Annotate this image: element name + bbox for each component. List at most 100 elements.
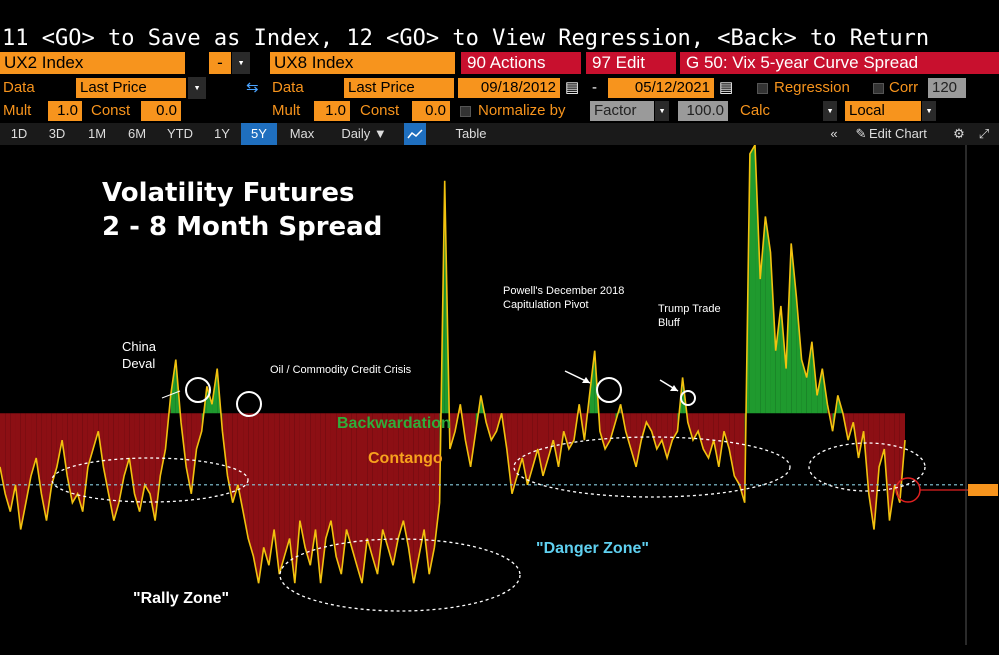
data-field-1[interactable]: Last Price <box>76 78 186 98</box>
area-segment <box>160 413 166 476</box>
area-segment <box>134 413 140 512</box>
period-max[interactable]: Max <box>289 126 315 141</box>
period-5y[interactable]: 5Y <box>241 123 277 145</box>
command-line[interactable]: 11 <GO> to Save as Index, 12 <GO> to Vie… <box>0 0 999 52</box>
area-segment <box>36 413 42 494</box>
security2-field[interactable]: UX8 Index <box>270 52 455 74</box>
corr-value[interactable]: 120 <box>928 78 966 98</box>
area-segment <box>232 413 238 503</box>
spread-chart: Volatility Futures 2 - 8 Month Spread Ch… <box>0 145 999 655</box>
label-danger-zone: "Danger Zone" <box>536 540 649 557</box>
area-segment <box>320 413 326 584</box>
corr-checkbox[interactable] <box>873 83 884 94</box>
calendar-icon-1[interactable]: ▤ <box>565 79 580 96</box>
spread-series-line <box>0 145 906 584</box>
ellipse-2021 <box>808 442 926 492</box>
area-segment <box>336 413 342 575</box>
calendar-icon-2[interactable]: ▤ <box>719 79 734 96</box>
data-field-2[interactable]: Last Price <box>344 78 454 98</box>
area-segment <box>801 359 807 414</box>
end-date-field[interactable]: 05/12/2021 <box>608 78 714 98</box>
settings-icon[interactable]: ⚙ <box>953 126 965 141</box>
area-segment <box>755 145 761 414</box>
normalize-label: Normalize by <box>478 102 566 119</box>
regression-checkbox[interactable] <box>757 83 768 94</box>
area-segment <box>305 413 311 566</box>
actions-menu[interactable]: 90 Actions <box>461 52 581 74</box>
data-dropdown-icon-1[interactable]: ▾ <box>188 77 206 99</box>
const-field-2[interactable]: 0.0 <box>412 101 450 121</box>
area-segment <box>87 413 94 467</box>
swap-icon[interactable]: ⇆ <box>246 79 259 96</box>
edit-chart-button[interactable]: Edit Chart <box>869 126 927 141</box>
normalize-checkbox[interactable] <box>460 106 471 117</box>
area-segment <box>41 413 47 521</box>
area-segment <box>284 413 290 557</box>
area-segment <box>765 216 771 414</box>
arrow-china <box>161 390 181 399</box>
area-segment <box>144 413 150 494</box>
area-segment <box>553 413 559 467</box>
circle-powell-peak <box>596 377 622 403</box>
const-field-1[interactable]: 0.0 <box>141 101 181 121</box>
period-3d[interactable]: 3D <box>48 126 66 141</box>
area-segment <box>465 413 471 467</box>
area-segment <box>511 413 518 494</box>
line-chart-icon[interactable] <box>404 123 426 147</box>
period-1m[interactable]: 1M <box>87 126 107 141</box>
fullscreen-icon[interactable]: ⤢ <box>978 126 990 141</box>
factor-value[interactable]: 100.0 <box>678 101 728 121</box>
collapse-icon[interactable]: « <box>830 126 838 141</box>
normalize-dropdown-icon[interactable]: ▾ <box>655 101 669 121</box>
area-segment <box>646 413 652 432</box>
const-label-2: Const <box>360 102 400 119</box>
area-segment <box>672 413 678 441</box>
normalize-method[interactable]: Factor <box>590 101 654 121</box>
area-segment <box>325 413 331 539</box>
period-6m[interactable]: 6M <box>127 126 147 141</box>
area-segment <box>108 413 114 521</box>
period-1y[interactable]: 1Y <box>214 126 230 141</box>
chart-subtitle: 2 - 8 Month Spread <box>102 212 382 242</box>
mult-field-1[interactable]: 1.0 <box>48 101 82 121</box>
area-segment <box>894 413 900 503</box>
area-segment <box>879 413 885 467</box>
local-dropdown-icon[interactable]: ▾ <box>922 101 936 121</box>
area-segment <box>139 413 145 512</box>
start-date-field[interactable]: 09/18/2012 <box>458 78 560 98</box>
mult-field-2[interactable]: 1.0 <box>314 101 350 121</box>
area-segment <box>0 413 6 494</box>
minus-operator[interactable]: - <box>209 52 231 74</box>
area-segment <box>5 413 11 512</box>
area-segment <box>413 413 419 584</box>
security1-field[interactable]: UX2 Index <box>0 52 185 74</box>
area-segment <box>56 413 63 467</box>
operator-dropdown-icon[interactable]: ▾ <box>232 52 250 74</box>
area-segment <box>258 413 264 584</box>
area-segment <box>734 413 740 485</box>
area-segment <box>51 413 57 485</box>
area-segment <box>294 413 300 584</box>
pencil-icon[interactable]: ✎ <box>855 126 867 141</box>
area-segment <box>661 413 668 458</box>
chart-title-bar: G 50: Vix 5-year Curve Spread <box>680 52 999 74</box>
ellipse-danger-zone <box>513 436 791 498</box>
area-segment <box>449 413 456 450</box>
calc-dropdown-icon[interactable]: ▾ <box>823 101 837 121</box>
area-segment <box>310 413 316 566</box>
area-segment <box>605 413 611 450</box>
period-1d[interactable]: 1D <box>10 126 28 141</box>
period-ytd[interactable]: YTD <box>167 126 193 141</box>
circle-china-peak <box>185 377 211 403</box>
edit-menu[interactable]: 97 Edit <box>586 52 676 74</box>
annotation-china-deval: China Deval <box>122 339 157 371</box>
area-segment <box>77 413 83 512</box>
annotation-oil-crisis: Oil / Commodity Credit Crisis <box>270 364 412 376</box>
area-segment <box>149 413 156 521</box>
local-field[interactable]: Local <box>845 101 921 121</box>
area-segment <box>299 413 306 548</box>
area-segment <box>196 413 202 450</box>
area-segment <box>749 145 756 414</box>
frequency-dropdown[interactable]: Daily ▼ <box>341 126 387 141</box>
table-button[interactable]: Table <box>455 126 487 141</box>
